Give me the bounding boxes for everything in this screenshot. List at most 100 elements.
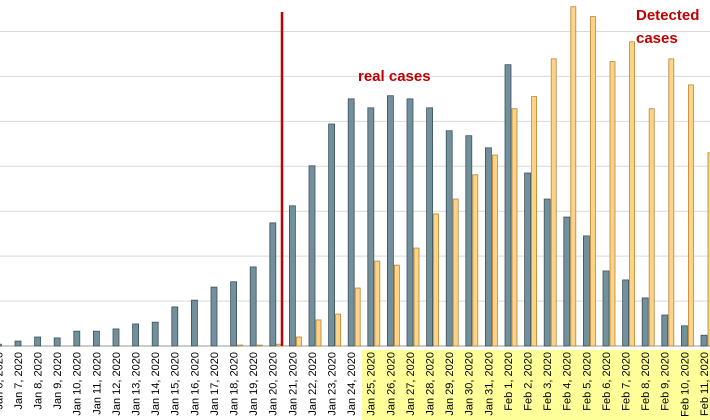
bar [661,314,669,347]
x-tick-label: Feb 9, 2020 [660,352,672,411]
bar [452,198,459,347]
bar [465,135,473,347]
bar [550,58,557,347]
bar [406,98,414,347]
bar [681,325,688,347]
bar [543,198,551,347]
bar [269,222,277,347]
bar [315,319,322,347]
bar [93,330,100,347]
bar [491,154,498,347]
x-tick-label: Jan 17, 2020 [209,352,221,416]
bar [504,64,512,347]
bar [524,172,531,347]
bar [590,16,596,347]
bar [308,165,316,347]
x-tick-label: Feb 11, 2020 [699,352,710,416]
x-tick-label: Feb 4, 2020 [562,352,574,411]
x-tick-label: Feb 5, 2020 [581,352,593,411]
x-tick-label: Jan 9, 2020 [52,352,64,410]
bar [53,337,61,347]
x-tick-label: Jan 12, 2020 [111,352,123,416]
annotation: cases [636,30,678,47]
x-tick-label: Jan 14, 2020 [150,352,162,416]
x-tick-label: Feb 7, 2020 [621,352,633,411]
x-tick-label: Jan 7, 2020 [13,352,25,410]
bar [256,344,263,347]
x-tick-label: Jan 30, 2020 [464,352,476,416]
bar [445,130,453,347]
bar [700,334,708,347]
x-tick-label: Jan 25, 2020 [366,352,378,416]
x-tick-label: Jan 13, 2020 [131,352,143,416]
bar [190,299,198,347]
bar [511,108,518,347]
x-tick-label: Jan 27, 2020 [405,352,417,416]
x-tick-label: Jan 8, 2020 [33,352,45,410]
bar [622,279,629,347]
bar [433,213,440,347]
x-tick-label: Jan 16, 2020 [189,352,201,416]
bar [171,306,179,347]
bar [393,264,400,347]
bar [583,235,590,347]
bar [413,247,420,347]
x-tick-label: Jan 19, 2020 [248,352,260,416]
bar [34,336,41,347]
x-tick-label: Jan 26, 2020 [385,352,397,416]
highlight-band [362,350,710,420]
bar [151,321,159,347]
bar [531,96,537,347]
bar [688,84,694,347]
annotation: Detected [636,7,699,24]
x-tick-label: Jan 15, 2020 [170,352,182,416]
x-tick-label: Feb 3, 2020 [542,352,554,411]
bar [629,41,635,347]
x-tick-label: Jan 18, 2020 [229,352,241,416]
bar [386,95,394,347]
bar [367,107,375,347]
x-tick-label: Jan 24, 2020 [346,352,358,416]
bar [347,98,355,347]
bar [288,205,296,347]
bar [426,107,434,347]
bar [668,58,675,347]
bar [472,174,479,347]
bar [237,344,244,347]
bar [132,323,140,347]
bar [602,270,610,347]
bar [570,6,577,347]
x-tick-label: Jan 28, 2020 [425,352,437,416]
x-tick-label: Jan 22, 2020 [307,352,319,416]
x-tick-label: Feb 2, 2020 [523,352,535,411]
x-tick-label: Feb 8, 2020 [640,352,652,411]
bar [484,147,492,347]
bar [295,336,302,347]
x-tick-label: Jan 31, 2020 [483,352,495,416]
x-tick-label: Jan 11, 2020 [91,352,103,415]
x-tick-label: Jan 20, 2020 [268,352,280,416]
bar [563,216,571,347]
bar [112,328,120,347]
bar [648,108,655,347]
bar [230,281,238,347]
bar [641,297,649,347]
x-tick-label: Jan 10, 2020 [72,352,84,416]
bar [374,260,381,347]
bar [0,343,2,347]
x-tick-label: Jan 6, 2020 [0,352,5,410]
x-tick-label: Feb 10, 2020 [679,352,691,417]
bar [14,340,22,347]
bar [354,287,361,347]
x-tick-label: Jan 29, 2020 [444,352,456,416]
annotation: real cases [358,68,431,85]
x-tick-label: Feb 1, 2020 [503,352,515,411]
x-tick-label: Jan 21, 2020 [287,352,299,416]
x-tick-label: Jan 23, 2020 [327,352,339,416]
x-tick-label: Feb 6, 2020 [601,352,613,411]
bar [335,313,342,347]
bar [210,286,218,347]
bar [249,266,257,347]
bar [609,61,616,347]
